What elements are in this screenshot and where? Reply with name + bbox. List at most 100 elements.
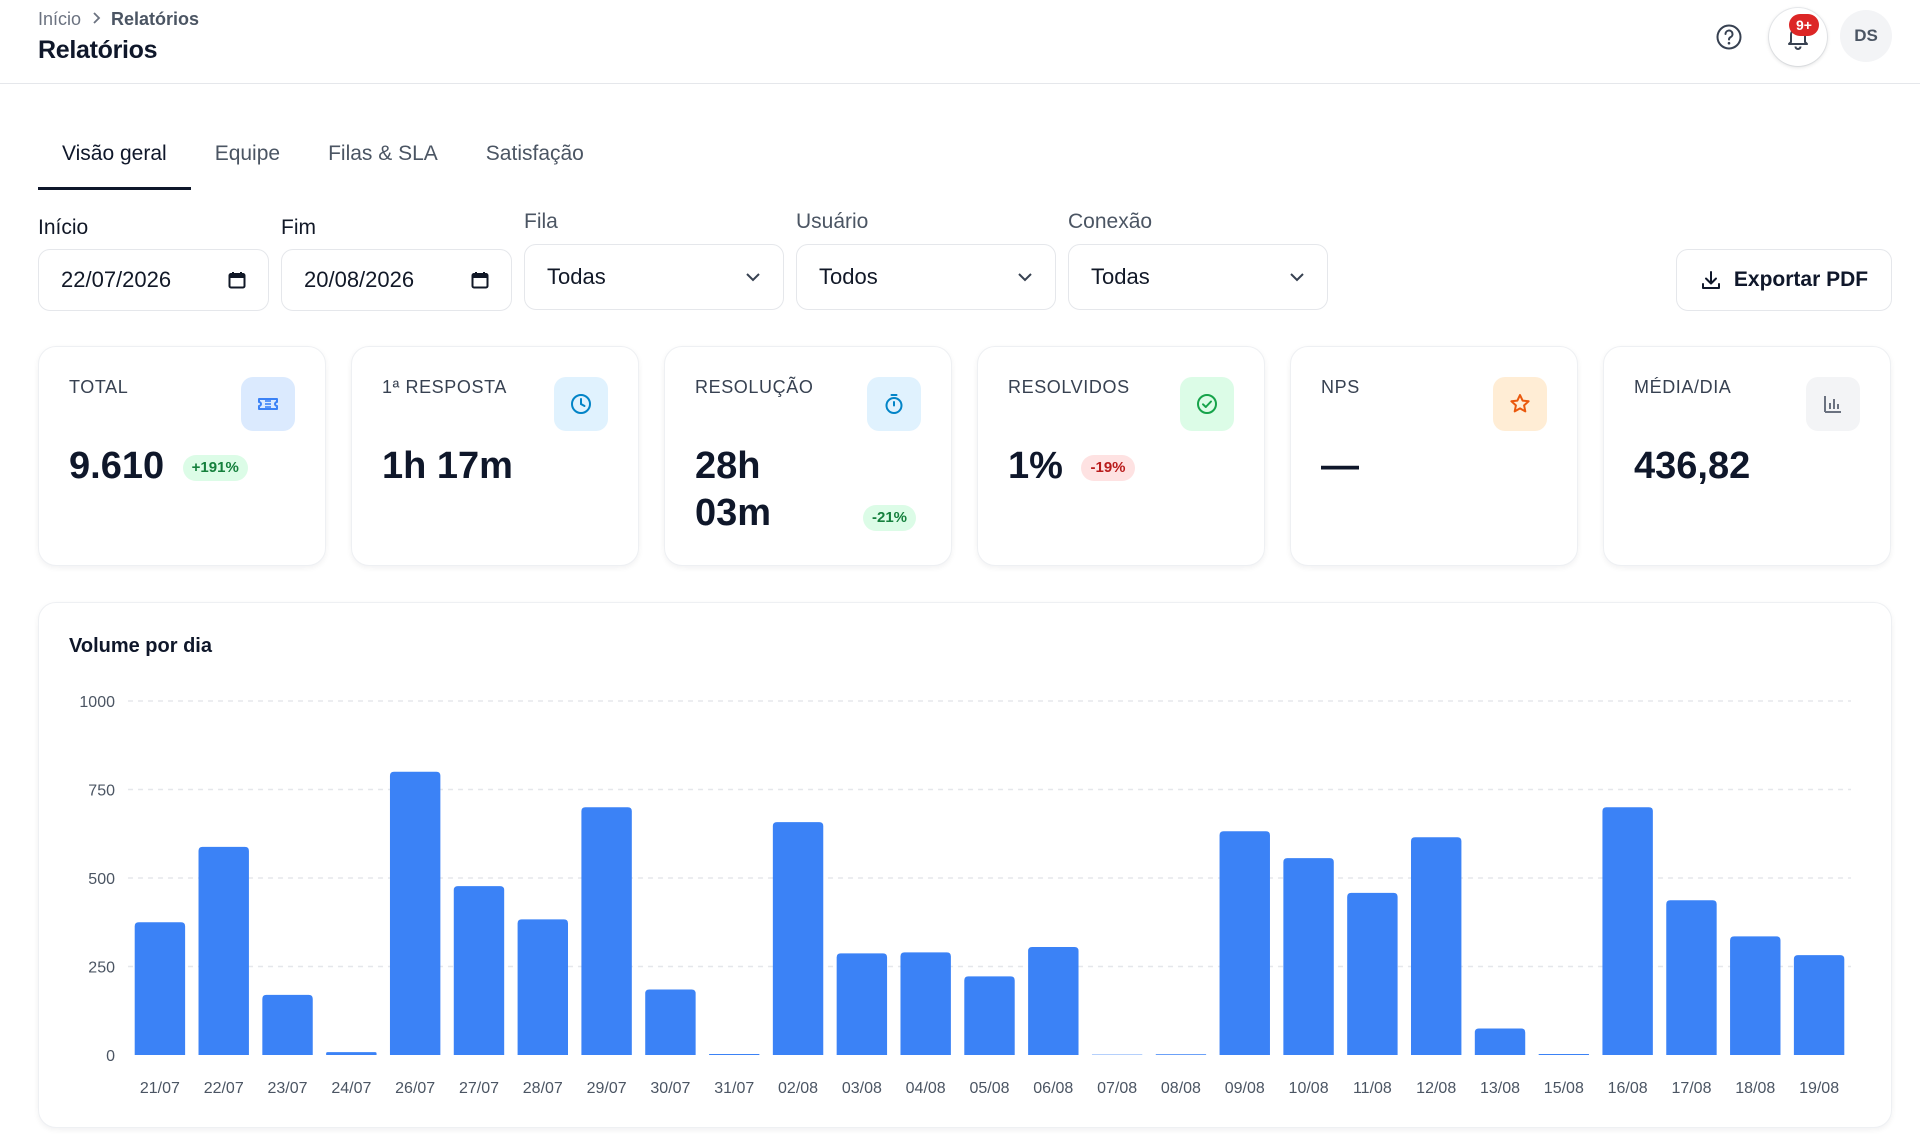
bar-21-07[interactable] [134,922,186,1055]
bar-16-08[interactable] [1602,807,1653,1055]
start-date-value: 22/07/2026 [61,267,172,292]
connection-select-value: Todas [1091,264,1150,289]
check-circle-icon [1180,377,1234,431]
x-tick-label: 02/08 [778,1080,818,1097]
x-tick-label: 17/08 [1671,1080,1711,1097]
bar-17-08[interactable] [1666,900,1717,1055]
x-tick-label: 31/07 [714,1080,754,1097]
bar-18-08[interactable] [1730,936,1781,1055]
bar-30-07[interactable] [645,989,696,1055]
x-tick-label: 23/07 [268,1080,308,1097]
breadcrumb: Início Relatórios [38,9,199,30]
user-avatar[interactable]: DS [1840,10,1892,62]
calendar-icon[interactable] [228,271,246,289]
connection-select[interactable]: Todas [1068,244,1328,310]
notifications-button[interactable]: 9+ [1769,8,1827,66]
y-tick-label: 500 [88,871,115,888]
bar-12-08[interactable] [1410,837,1462,1055]
x-tick-label: 12/08 [1416,1080,1456,1097]
notification-count-badge: 9+ [1789,14,1819,36]
user-label: Usuário [796,210,869,233]
star-icon [1493,377,1547,431]
bar-23-07[interactable] [262,994,313,1055]
bar-08-08[interactable] [1155,1054,1207,1055]
bar-15-08[interactable] [1538,1053,1590,1055]
bar-05-08[interactable] [964,976,1015,1055]
bar-chart-icon [1806,377,1860,431]
report-tabs: Visão geral Equipe Filas & SLA Satisfaçã… [38,130,608,190]
start-date-input[interactable]: 22/07/2026 [38,249,269,311]
chart-title: Volume por dia [69,635,212,657]
kpi-delta-badge: -21% [863,505,917,531]
x-tick-label: 07/08 [1097,1080,1137,1097]
chevron-down-icon [1018,273,1032,282]
bar-28-07[interactable] [517,919,569,1055]
calendar-icon[interactable] [471,271,489,289]
bar-31-07[interactable] [709,1053,760,1055]
start-date-label: Início [38,216,89,239]
kpi-label: 1ª RESPOSTA [382,377,507,397]
bar-10-08[interactable] [1283,858,1334,1055]
kpi-label: NPS [1321,377,1360,397]
volume-chart-card: Volume por dia 0 250 500 750 1000 21/07 22/07 2… [38,602,1892,1128]
end-date-input[interactable]: 20/08/2026 [281,249,512,311]
x-tick-label: 21/07 [140,1080,180,1097]
tab-visao-geral[interactable]: Visão geral [38,130,191,190]
x-tick-label: 05/08 [969,1080,1009,1097]
bar-19-08[interactable] [1793,955,1845,1055]
kpi-value-row: 9.610 +191% [69,443,248,490]
kpi-card-resolution: RESOLUÇÃO 28h 03m -21% [664,346,952,566]
bar-26-07[interactable] [389,771,441,1055]
kpi-card-total: TOTAL 9.610 +191% [38,346,326,566]
end-date-label: Fim [281,216,316,239]
kpi-card-resolved: RESOLVIDOS 1% -19% [977,346,1265,566]
x-tick-label: 06/08 [1033,1080,1073,1097]
queue-select[interactable]: Todas [524,244,784,310]
ticket-icon [241,377,295,431]
y-tick-label: 1000 [79,694,115,711]
bar-29-07[interactable] [581,807,632,1055]
x-tick-label: 09/08 [1225,1080,1265,1097]
page-title: Relatórios [38,36,158,64]
clock-icon [554,377,608,431]
x-tick-label: 16/08 [1608,1080,1648,1097]
kpi-label: RESOLVIDOS [1008,377,1130,397]
queue-label: Fila [524,210,558,233]
chevron-down-icon [1290,273,1304,282]
help-icon[interactable] [1714,22,1744,52]
bar-06-08[interactable] [1028,947,1079,1055]
x-tick-label: 29/07 [587,1080,627,1097]
kpi-label: RESOLUÇÃO [695,377,814,397]
x-tick-label: 13/08 [1480,1080,1520,1097]
kpi-value: 1% [1008,445,1063,487]
bar-22-07[interactable] [198,846,249,1055]
x-tick-label: 03/08 [842,1080,882,1097]
kpi-delta-badge: +191% [182,454,248,481]
kpi-value: — [1321,445,1359,487]
tab-satisfacao[interactable]: Satisfação [485,142,584,165]
x-tick-label: 28/07 [523,1080,563,1097]
bar-02-08[interactable] [772,822,824,1055]
bar-24-07[interactable] [326,1052,377,1055]
bar-13-08[interactable] [1474,1028,1526,1055]
tab-filas-sla[interactable]: Filas & SLA [328,142,438,165]
bar-11-08[interactable] [1347,892,1398,1055]
bar-03-08[interactable] [836,953,888,1055]
bar-04-08[interactable] [900,952,951,1055]
breadcrumb-home[interactable]: Início [38,9,82,29]
y-tick-label: 0 [106,1048,115,1065]
bar-09-08[interactable] [1219,831,1270,1055]
kpi-value-line2: 03m [695,492,772,534]
y-tick-label: 250 [88,960,115,977]
queue-select-value: Todas [547,264,606,289]
kpi-delta-badge: -19% [1081,454,1135,481]
user-select[interactable]: Todos [796,244,1056,310]
kpi-label: MÉDIA/DIA [1634,377,1732,397]
x-tick-label: 15/08 [1544,1080,1584,1097]
bar-27-07[interactable] [453,886,505,1055]
x-tick-label: 18/08 [1735,1080,1775,1097]
volume-bar-chart: 0 250 500 750 1000 21/07 22/07 23/07 24/07 26/07 2… [79,694,1851,1097]
kpi-card-first-response: 1ª RESPOSTA 1h 17m [351,346,639,566]
export-pdf-button[interactable]: Exportar PDF [1676,249,1892,311]
tab-equipe[interactable]: Equipe [214,142,281,165]
